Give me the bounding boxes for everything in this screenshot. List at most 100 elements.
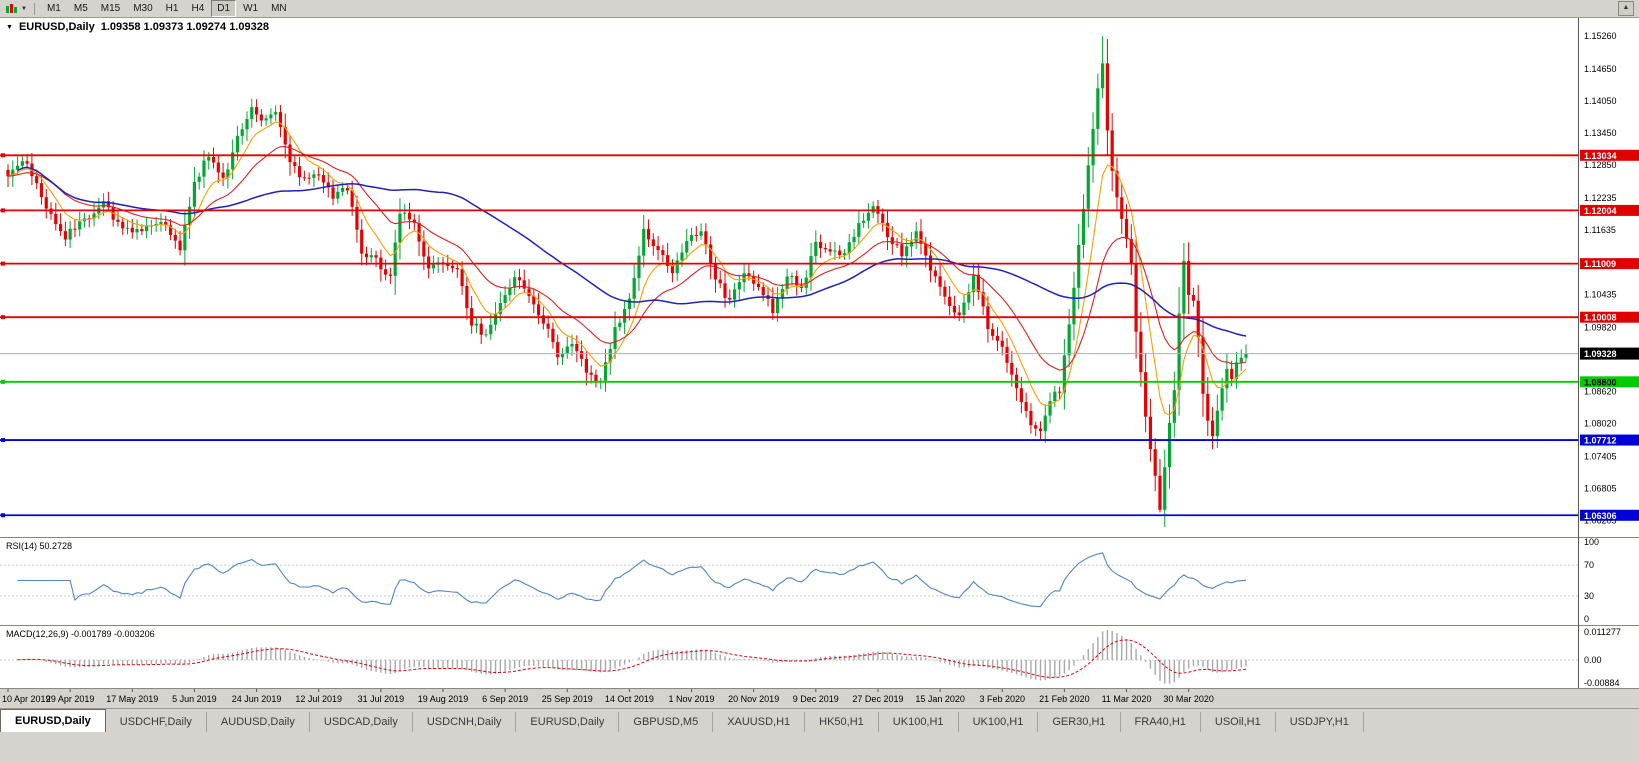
chart-tabs: EURUSD,Daily USDCHF,Daily AUDUSD,Daily USDC… <box>0 708 1639 732</box>
svg-text:0: 0 <box>1584 614 1589 624</box>
chart-region[interactable]: 1.15260 1.14650 1.14050 1.13450 1.12850 1.122… <box>0 18 1639 708</box>
rsi-label: RSI(14) 50.2728 <box>6 541 73 551</box>
timeframe-m30[interactable]: M30 <box>133 3 153 14</box>
tab-10-uk100-h1[interactable]: UK100,H1 <box>959 712 1039 732</box>
svg-text:11 Mar 2020: 11 Mar 2020 <box>1102 694 1152 704</box>
svg-text:12 Jul 2019: 12 Jul 2019 <box>295 694 342 704</box>
svg-text:1.06805: 1.06805 <box>1584 484 1617 494</box>
toolbar-separator <box>33 2 35 15</box>
svg-text:6 Sep 2019: 6 Sep 2019 <box>482 694 528 704</box>
svg-text:20 Nov 2019: 20 Nov 2019 <box>728 694 779 704</box>
svg-text:0.00: 0.00 <box>1584 655 1602 665</box>
tab-9-uk100-h1[interactable]: UK100,H1 <box>879 712 959 732</box>
tab-7-xauusd-h1[interactable]: XAUUSD,H1 <box>713 712 806 732</box>
svg-text:1.06306: 1.06306 <box>1584 511 1617 521</box>
ohlc-values: 1.09358 1.09373 1.09274 1.09328 <box>100 21 269 33</box>
svg-text:1.13450: 1.13450 <box>1584 128 1617 138</box>
svg-text:100: 100 <box>1584 537 1599 547</box>
svg-text:19 Aug 2019: 19 Aug 2019 <box>418 694 469 704</box>
timeframe-mn[interactable]: MN <box>271 3 287 14</box>
svg-text:1.14050: 1.14050 <box>1584 96 1617 106</box>
svg-text:30: 30 <box>1584 591 1594 601</box>
rsi-panel: 100 70 30 0 <box>0 537 1599 624</box>
timeframe-h4[interactable]: H4 <box>191 3 205 14</box>
svg-text:1.08800: 1.08800 <box>1584 377 1617 387</box>
horizontal-levels[interactable]: 1.13034 1.12004 1.11009 1.10008 1.08800 1.077… <box>0 149 1639 521</box>
chart-type-dropdown-icon[interactable]: ▼ <box>21 5 27 12</box>
svg-text:24 Jun 2019: 24 Jun 2019 <box>232 694 282 704</box>
symbol-dropdown-icon[interactable]: ▼ <box>6 23 13 31</box>
svg-text:1.08620: 1.08620 <box>1584 386 1617 396</box>
svg-text:1.07712: 1.07712 <box>1584 436 1617 446</box>
svg-text:5 Jun 2019: 5 Jun 2019 <box>172 694 217 704</box>
tab-5-eurusd-daily[interactable]: EURUSD,Daily <box>516 712 620 732</box>
tab-12-fra40-h1[interactable]: FRA40,H1 <box>1121 712 1201 732</box>
timeframe-m5[interactable]: M5 <box>73 3 88 14</box>
svg-text:1.09328: 1.09328 <box>1584 349 1617 359</box>
tab-14-usdjpy-h1[interactable]: USDJPY,H1 <box>1276 712 1364 732</box>
status-area <box>0 732 1639 763</box>
svg-text:1.12004: 1.12004 <box>1584 206 1617 216</box>
svg-text:1.07405: 1.07405 <box>1584 451 1617 461</box>
svg-text:1.14650: 1.14650 <box>1584 64 1617 74</box>
svg-text:31 Jul 2019: 31 Jul 2019 <box>358 694 405 704</box>
svg-text:70: 70 <box>1584 560 1594 570</box>
timeframe-m15[interactable]: M15 <box>100 3 121 14</box>
svg-text:25 Sep 2019: 25 Sep 2019 <box>542 694 593 704</box>
tab-3-usdcad-daily[interactable]: USDCAD,Daily <box>310 712 413 732</box>
svg-text:1.15260: 1.15260 <box>1584 31 1617 41</box>
svg-text:1.10435: 1.10435 <box>1584 289 1617 299</box>
svg-text:30 Mar 2020: 30 Mar 2020 <box>1163 694 1214 704</box>
timeframe-buttons: M1 M5 M15 M30 H1 H4 D1 W1 MN <box>41 0 294 17</box>
svg-text:17 May 2019: 17 May 2019 <box>106 694 158 704</box>
svg-text:1.10008: 1.10008 <box>1584 313 1617 323</box>
svg-text:0.011277: 0.011277 <box>1584 627 1621 637</box>
tab-1-usdchf-daily[interactable]: USDCHF,Daily <box>106 712 207 732</box>
timeframe-w1[interactable]: W1 <box>243 3 259 14</box>
moving-averages <box>7 121 1247 416</box>
svg-text:10 Apr 2019: 10 Apr 2019 <box>2 694 51 704</box>
timeframe-m1[interactable]: M1 <box>46 3 61 14</box>
timeframe-h1[interactable]: H1 <box>165 3 179 14</box>
svg-text:21 Feb 2020: 21 Feb 2020 <box>1039 694 1090 704</box>
current-price-marker: 1.09328 <box>0 347 1639 360</box>
svg-text:1.11635: 1.11635 <box>1584 225 1616 235</box>
svg-text:1.12850: 1.12850 <box>1584 160 1617 170</box>
svg-text:1 Nov 2019: 1 Nov 2019 <box>669 694 715 704</box>
svg-text:14 Oct 2019: 14 Oct 2019 <box>605 694 654 704</box>
svg-text:27 Dec 2019: 27 Dec 2019 <box>852 694 903 704</box>
tab-6-gbpusd-m5[interactable]: GBPUSD,M5 <box>619 712 714 732</box>
chart-type-icon-glyph <box>6 3 17 13</box>
chart-background <box>0 18 1639 688</box>
symbol-label: EURUSD,Daily <box>18 21 95 33</box>
svg-text:1.11009: 1.11009 <box>1584 259 1616 269</box>
svg-text:15 Jan 2020: 15 Jan 2020 <box>915 694 965 704</box>
svg-text:9 Dec 2019: 9 Dec 2019 <box>793 694 839 704</box>
toolbar: ▼ M1 M5 M15 M30 H1 H4 D1 W1 MN ▲ <box>0 0 1639 18</box>
svg-text:3 Feb 2020: 3 Feb 2020 <box>979 694 1025 704</box>
tab-0-eurusd-daily[interactable]: EURUSD,Daily <box>0 709 106 732</box>
tab-13-usoil-h1[interactable]: USOil,H1 <box>1201 712 1276 732</box>
timeframe-d1[interactable]: D1 <box>211 0 237 17</box>
scroll-up-button[interactable]: ▲ <box>1618 1 1634 16</box>
panel-dividers[interactable] <box>0 18 1639 689</box>
svg-text:29 Apr 2019: 29 Apr 2019 <box>46 694 95 704</box>
tab-2-audusd-daily[interactable]: AUDUSD,Daily <box>207 712 310 732</box>
macd-label: MACD(12,26,9) -0.001789 -0.003206 <box>6 629 155 639</box>
chart-type-icon[interactable] <box>4 2 20 15</box>
chart-title: ▼ EURUSD,Daily 1.09358 1.09373 1.09274 1… <box>6 21 269 33</box>
svg-text:1.09820: 1.09820 <box>1584 322 1617 332</box>
candlesticks <box>6 36 1248 528</box>
tab-8-hk50-h1[interactable]: HK50,H1 <box>805 712 879 732</box>
macd-panel: 0.011277 0.00 -0.00884 <box>0 627 1621 688</box>
svg-text:1.12235: 1.12235 <box>1584 193 1617 203</box>
svg-text:1.08020: 1.08020 <box>1584 419 1617 429</box>
tab-4-usdcnh-daily[interactable]: USDCNH,Daily <box>413 712 517 732</box>
svg-text:1.13034: 1.13034 <box>1584 151 1617 161</box>
chart-canvas[interactable]: 1.15260 1.14650 1.14050 1.13450 1.12850 1.122… <box>0 18 1639 708</box>
svg-text:-0.00884: -0.00884 <box>1584 678 1620 688</box>
tab-11-ger30-h1[interactable]: GER30,H1 <box>1038 712 1121 732</box>
date-axis-strip <box>0 688 1639 708</box>
